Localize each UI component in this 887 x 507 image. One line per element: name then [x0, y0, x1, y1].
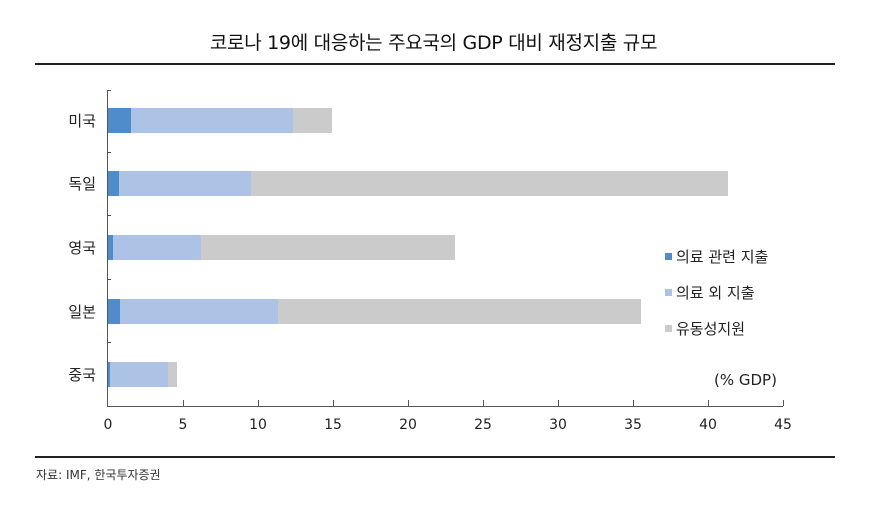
- bar-segment: [201, 234, 455, 260]
- y-category-label: 미국: [68, 112, 96, 130]
- bar-segment: [108, 234, 113, 260]
- y-tick: [107, 279, 111, 280]
- bar-segment: [130, 107, 293, 133]
- x-tick-label: 30: [549, 417, 567, 433]
- legend-label: 의료 관련 지출: [676, 247, 769, 266]
- x-tick-label: 20: [399, 417, 417, 433]
- y-tick: [107, 90, 111, 91]
- bar-4: [108, 361, 177, 387]
- x-tick: [408, 400, 409, 406]
- bar-segment: [250, 170, 728, 196]
- bar-0: [108, 107, 332, 133]
- chart-legend: 의료 관련 지출 의료 외 지출 유동성지원: [665, 238, 768, 346]
- x-tick-label: 15: [324, 417, 342, 433]
- x-tick: [708, 400, 709, 406]
- x-tick: [633, 400, 634, 406]
- x-tick: [558, 400, 559, 406]
- x-tick: [258, 400, 259, 406]
- legend-item-medical: 의료 관련 지출: [665, 238, 768, 274]
- bar-3: [108, 298, 641, 324]
- legend-label: 유동성지원: [676, 319, 746, 338]
- legend-swatch-liquidity: [665, 324, 672, 332]
- bar-segment: [108, 361, 110, 387]
- x-tick-label: 10: [249, 417, 267, 433]
- bar-segment: [108, 170, 119, 196]
- bar-segment: [109, 361, 168, 387]
- x-tick: [783, 400, 784, 406]
- bar-2: [108, 234, 455, 260]
- legend-item-non-medical: 의료 외 지출: [665, 274, 768, 310]
- bar-segment: [108, 298, 120, 324]
- title-divider: [35, 63, 835, 65]
- x-tick: [183, 400, 184, 406]
- y-tick: [107, 342, 111, 343]
- x-tick-label: 0: [103, 417, 113, 433]
- y-category-label: 일본: [68, 303, 96, 321]
- legend-swatch-medical: [665, 252, 672, 260]
- chart-title: 코로나 19에 대응하는 주요국의 GDP 대비 재정지출 규모: [209, 32, 658, 54]
- footer-divider: [35, 456, 835, 458]
- x-tick-label: 25: [474, 417, 492, 433]
- bar-1: [108, 170, 728, 196]
- x-tick-label: 45: [774, 417, 792, 433]
- x-tick: [483, 400, 484, 406]
- y-tick: [107, 406, 111, 407]
- x-tick: [333, 400, 334, 406]
- bar-segment: [120, 298, 278, 324]
- bar-segment: [292, 107, 332, 133]
- y-category-label: 독일: [68, 175, 96, 193]
- legend-item-liquidity: 유동성지원: [665, 310, 768, 346]
- legend-swatch-non-medical: [665, 288, 672, 296]
- y-category-label: 영국: [68, 239, 96, 257]
- bar-segment: [118, 170, 251, 196]
- bar-segment: [277, 298, 641, 324]
- x-tick-label: 5: [178, 417, 188, 433]
- bar-segment: [112, 234, 201, 260]
- y-tick: [107, 215, 111, 216]
- bar-segment: [108, 107, 131, 133]
- source-note: 자료: IMF, 한국투자증권: [36, 468, 161, 482]
- bar-segment: [168, 361, 177, 387]
- y-axis: [107, 90, 108, 406]
- y-tick: [107, 152, 111, 153]
- x-axis: [107, 406, 783, 407]
- y-category-label: 중국: [68, 366, 96, 384]
- unit-label: (% GDP): [714, 371, 777, 389]
- x-tick-label: 40: [699, 417, 717, 433]
- x-tick-label: 35: [624, 417, 642, 433]
- legend-label: 의료 외 지출: [676, 283, 755, 302]
